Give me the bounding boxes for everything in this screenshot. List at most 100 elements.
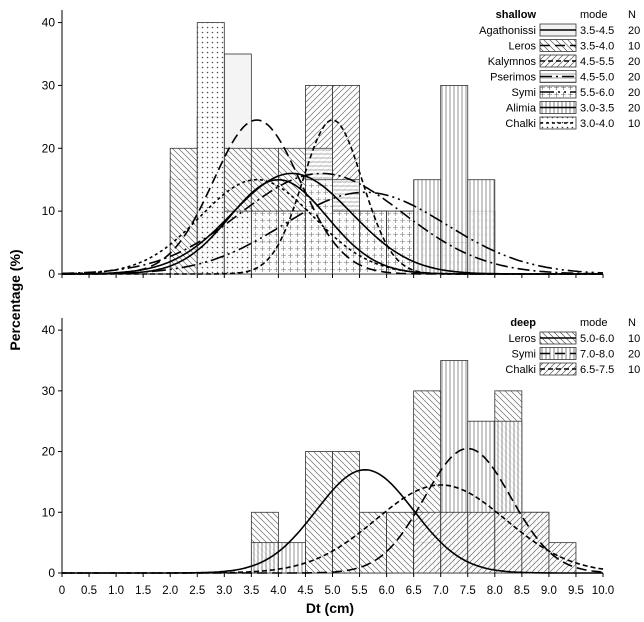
x-tick-label: 2.5	[189, 585, 205, 597]
y-tick-label: 40	[42, 16, 56, 30]
shallow-histogram-panel: 0 10 20 30 40 shallow mode N Agathonissi 3.5-4.5 2…	[42, 9, 641, 281]
y-tick-label: 20	[42, 445, 56, 459]
legend-entry-n: 10	[628, 41, 640, 53]
legend: deep mode N Leros 5.0-6.0 10 Symi 7.0-8.0 20 Chal…	[505, 317, 640, 376]
series-bars-chalki	[196, 22, 252, 275]
x-axis-label: Dt (cm)	[306, 600, 354, 616]
bar	[250, 542, 279, 574]
bar	[305, 451, 333, 574]
legend-entry-n: 20	[628, 56, 640, 68]
x-tick-label: 6.5	[406, 585, 422, 597]
bar	[332, 451, 360, 574]
legend-entry-name: Symi	[512, 87, 536, 99]
legend-entry-name: Pserimos	[490, 72, 536, 84]
x-tick-label: 4.5	[297, 585, 313, 597]
x-tick-label: 6.0	[379, 585, 395, 597]
x-tick-label: 10.0	[592, 585, 614, 597]
bar	[196, 22, 225, 275]
legend-entry-mode: 4.5-5.5	[580, 56, 614, 68]
legend-entry-n: 20	[628, 25, 640, 37]
fit-curve-leros	[62, 119, 603, 275]
bar	[440, 511, 469, 574]
legend-entry-mode: 5.5-6.0	[580, 87, 614, 99]
legend-entry-mode: 3.0-3.5	[580, 103, 614, 115]
legend-entry-n: 20	[628, 72, 640, 84]
y-tick-label: 0	[48, 566, 55, 580]
bar	[413, 179, 442, 275]
legend-entry-mode: 7.0-8.0	[580, 349, 614, 361]
bar	[467, 511, 496, 574]
legend-title: shallow	[496, 9, 537, 21]
legend-entry-name: Leros	[508, 41, 536, 53]
y-tick-label: 0	[48, 267, 55, 281]
legend-title: deep	[510, 317, 536, 329]
x-tick-label: 9.5	[568, 585, 584, 597]
y-tick-label: 20	[42, 141, 56, 155]
legend-entry-n: 20	[628, 349, 640, 361]
legend-entry-n: 10	[628, 333, 640, 345]
fit-curve-pserimos	[61, 172, 604, 275]
x-tick-label: 3.0	[216, 585, 232, 597]
legend-n-header: N	[628, 317, 636, 329]
x-tick-label: 7.5	[460, 585, 476, 597]
legend-entry-n: 10	[628, 364, 640, 376]
bar	[250, 210, 279, 275]
legend-entry-name: Symi	[512, 349, 536, 361]
x-tick-label: 8.5	[514, 585, 530, 597]
x-tick-label: 7.0	[433, 585, 449, 597]
y-tick-label: 30	[42, 384, 56, 398]
series-bars-alimia	[413, 85, 496, 275]
bar	[223, 210, 252, 275]
legend-entry-name: Leros	[508, 333, 536, 345]
legend-entry-mode: 3.5-4.5	[580, 25, 614, 37]
legend-entry-mode: 4.5-5.0	[580, 72, 614, 84]
bar	[413, 511, 442, 574]
y-tick-label: 10	[42, 204, 56, 218]
y-tick-label: 10	[42, 505, 56, 519]
legend-entry-name: Agathonissi	[479, 25, 536, 37]
y-tick-label: 40	[42, 323, 56, 337]
deep-histogram-panel: 0 10 20 30 40 deep mode N Leros 5.0-6.0 10 Symi 7.0-…	[42, 317, 641, 580]
legend-entry-mode: 3.5-4.0	[580, 41, 614, 53]
legend-n-header: N	[628, 9, 636, 21]
bar	[305, 179, 333, 275]
legend-entry-n: 20	[628, 87, 640, 99]
x-tick-label: 3.5	[243, 585, 259, 597]
x-axis-ticks: 0 0.5 1.0 1.5 2.0 2.5 3.0 3.5 4.0 4.5 5.0 5.5 6.0 6.5…	[59, 274, 614, 597]
bar	[467, 179, 496, 275]
bar	[386, 210, 415, 275]
fit-curve-chalki	[62, 178, 603, 275]
bar	[332, 210, 360, 275]
legend-mode-header: mode	[580, 317, 608, 329]
bar	[440, 85, 469, 275]
x-tick-label: 0	[59, 585, 65, 597]
legend-entry-name: Chalki	[505, 364, 536, 376]
legend-entry-mode: 3.0-4.0	[580, 118, 614, 130]
x-tick-label: 1.5	[135, 585, 151, 597]
legend-entry-n: 10	[628, 118, 640, 130]
legend-entry-name: Kalymnos	[488, 56, 537, 68]
legend-entry-mode: 6.5-7.5	[580, 364, 614, 376]
x-tick-label: 5.0	[325, 585, 341, 597]
x-tick-label: 4.0	[270, 585, 286, 597]
y-tick-label: 30	[42, 78, 56, 92]
x-tick-label: 2.0	[162, 585, 178, 597]
y-axis-label: Percentage (%)	[7, 249, 23, 350]
legend-entry-mode: 5.0-6.0	[580, 333, 614, 345]
legend-entry-name: Chalki	[505, 118, 536, 130]
x-tick-label: 5.5	[352, 585, 368, 597]
legend-entry-name: Alimia	[506, 103, 537, 115]
legend-mode-header: mode	[580, 9, 608, 21]
fit-curve-symi	[62, 191, 604, 275]
series-bars-chalki	[413, 511, 577, 574]
x-tick-label: 0.5	[81, 585, 97, 597]
x-tick-label: 9.0	[541, 585, 557, 597]
bar	[277, 210, 306, 275]
legend: shallow mode N Agathonissi 3.5-4.5 20 Leros 3.5…	[479, 9, 640, 130]
fit-curve-chalki	[62, 484, 604, 574]
bar	[386, 511, 415, 574]
legend-entry-n: 20	[628, 103, 640, 115]
x-tick-label: 1.0	[108, 585, 124, 597]
x-tick-label: 8.0	[487, 585, 503, 597]
